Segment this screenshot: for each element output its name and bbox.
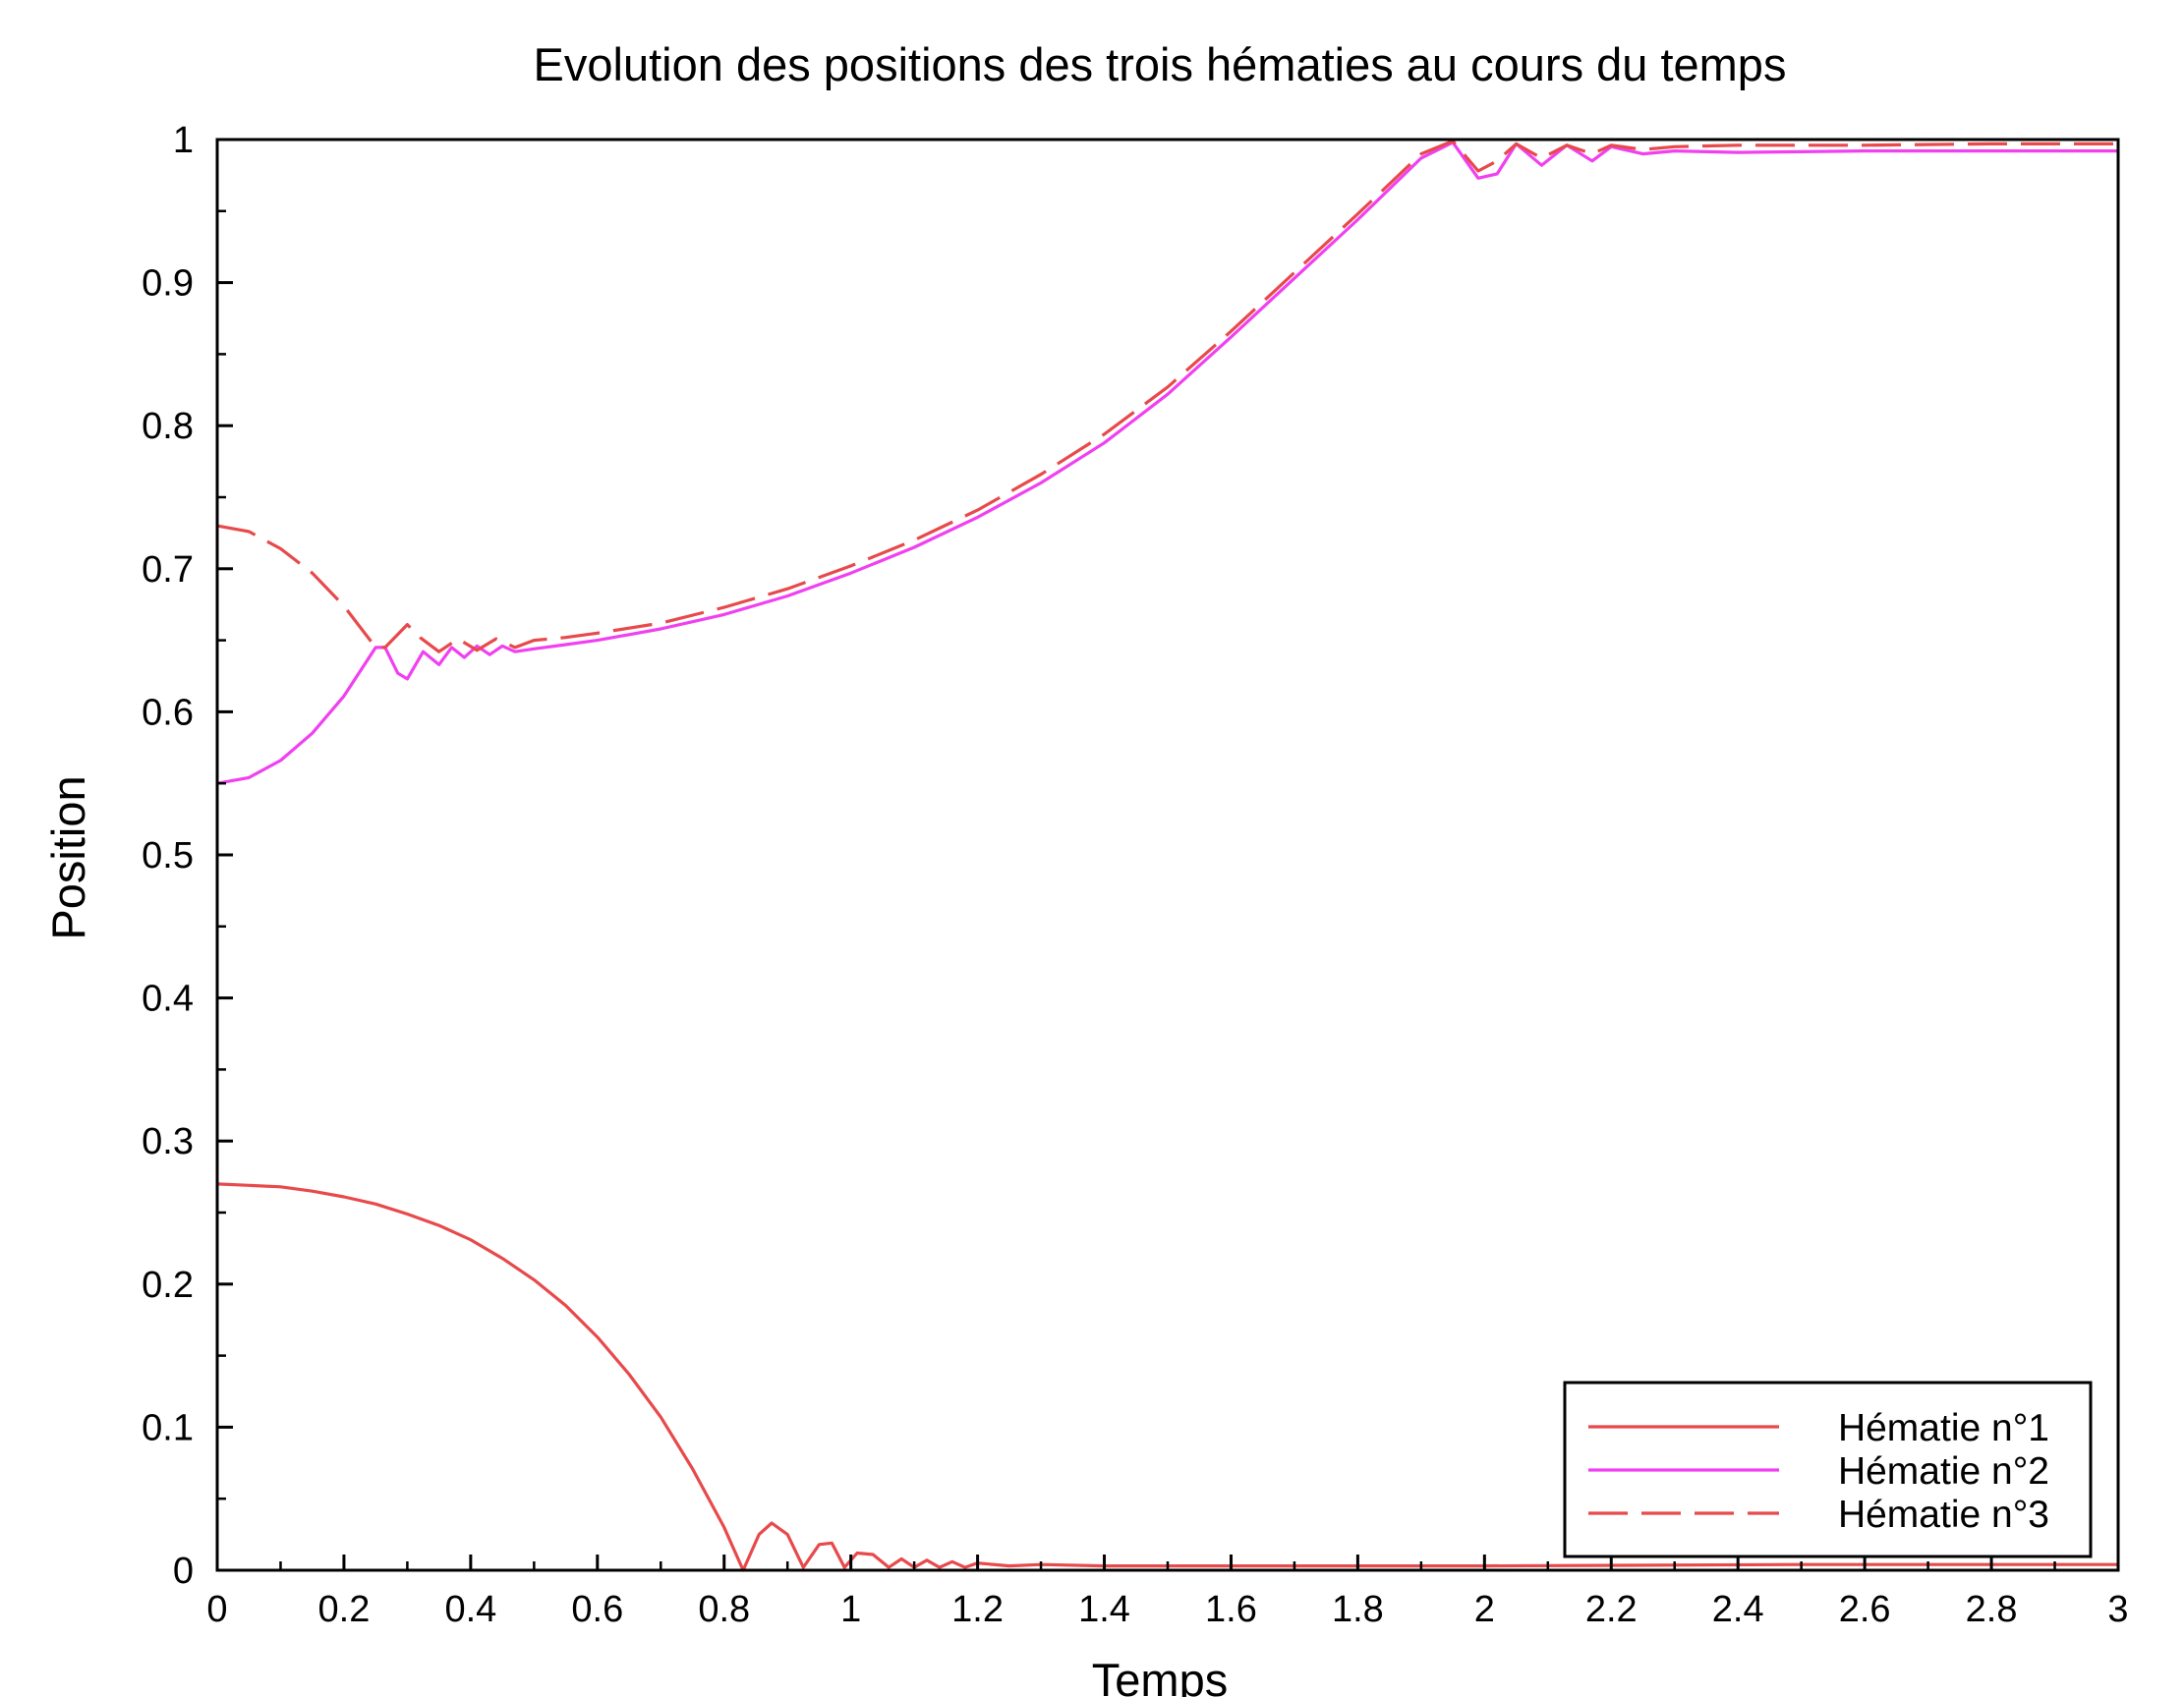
x-tick-label: 0.2 xyxy=(318,1589,371,1630)
x-tick-label: 2.2 xyxy=(1585,1589,1638,1630)
legend-label-hematie-2: Hématie n°2 xyxy=(1838,1450,2049,1493)
y-tick-label: 0.1 xyxy=(142,1407,194,1448)
y-tick-label: 1 xyxy=(173,120,194,161)
x-tick-label: 0.8 xyxy=(698,1589,750,1630)
x-tick-label: 1.8 xyxy=(1332,1589,1384,1630)
x-tick-label: 3 xyxy=(2107,1589,2128,1630)
y-tick-label: 0.9 xyxy=(142,263,194,305)
y-tick-label: 0.2 xyxy=(142,1265,194,1306)
y-axis-label: Position xyxy=(42,775,94,939)
y-tick-label: 0.4 xyxy=(142,979,194,1020)
y-tick-label: 0.8 xyxy=(142,406,194,447)
legend: Hématie n°1 Hématie n°2 Hématie n°3 xyxy=(1563,1381,2093,1558)
x-tick-label: 0 xyxy=(206,1589,227,1630)
x-tick-label: 2.6 xyxy=(1839,1589,1891,1630)
x-tick-label: 1.6 xyxy=(1205,1589,1257,1630)
series-line-hematie-2 xyxy=(216,141,2118,785)
series-layer xyxy=(216,139,2118,1572)
x-tick-label: 0.4 xyxy=(444,1589,496,1630)
x-axis-label: Temps xyxy=(1092,1654,1228,1697)
x-tick-label: 1.2 xyxy=(951,1589,1004,1630)
series-line-hematie-3 xyxy=(216,139,2118,653)
series-line-hematie-1 xyxy=(216,1182,2118,1572)
x-tick-label: 1 xyxy=(840,1589,861,1630)
y-tick-label: 0.5 xyxy=(142,835,194,877)
legend-label-hematie-1: Hématie n°1 xyxy=(1838,1407,2049,1449)
y-tick-label: 0 xyxy=(173,1551,194,1592)
y-tick-label: 0.3 xyxy=(142,1121,194,1162)
x-tick-label: 0.6 xyxy=(571,1589,623,1630)
x-tick-label: 1.4 xyxy=(1078,1589,1130,1630)
legend-label-hematie-3: Hématie n°3 xyxy=(1838,1494,2049,1536)
x-tick-label: 2.4 xyxy=(1712,1589,1764,1630)
chart-title: Evolution des positions des trois hémati… xyxy=(534,38,1787,90)
y-tick-label: 0.6 xyxy=(142,692,194,733)
x-tick-label: 2.8 xyxy=(1966,1589,2018,1630)
x-tick-label: 2 xyxy=(1474,1589,1495,1630)
ticks-layer: 0 0.2 0.4 0.6 0.8 1 1.2 1.4 1.6 1.8 2 2.2 2.4 2.6 2.8 3… xyxy=(142,120,2128,1630)
y-tick-label: 0.7 xyxy=(142,549,194,591)
